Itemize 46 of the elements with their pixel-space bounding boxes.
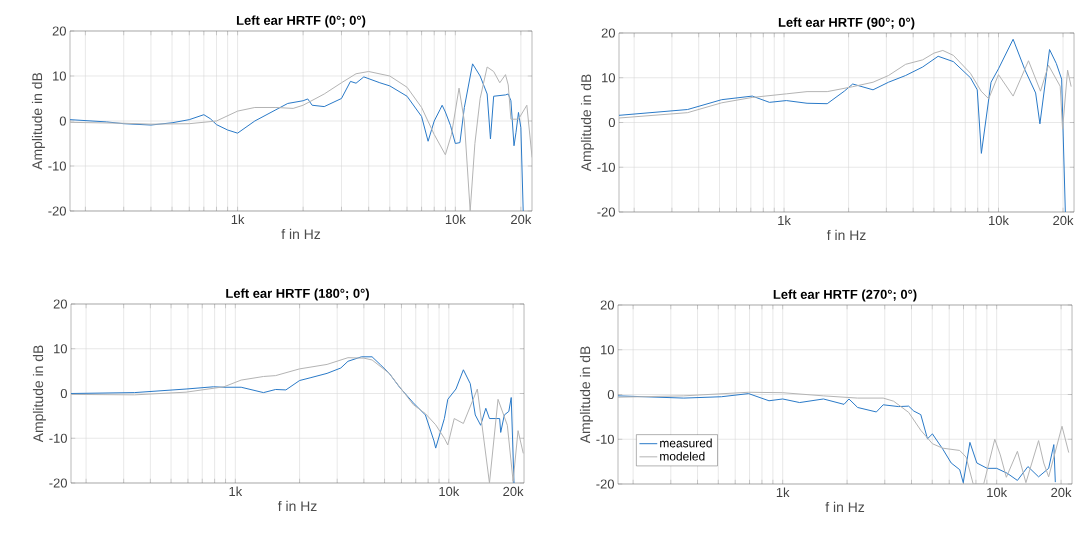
x-tick-label: 20k [1053,215,1074,226]
x-tick-label: 1k [776,487,790,497]
x-tick-label: 10k [445,214,466,225]
y-tick-label: -10 [48,161,66,171]
y-tick-label: 0 [60,388,67,399]
y-tick-label: -20 [596,479,614,489]
y-tick-label: -10 [49,433,67,443]
y-tick-label: 0 [59,116,66,126]
x-tick-label: 20k [511,214,532,225]
x-tick-label: 10k [989,215,1009,226]
x-axis-title: f in Hz [281,228,321,239]
y-axis-title: Amplitude in dB [31,72,45,170]
y-tick-label: 0 [608,117,615,128]
x-axis-title: f in Hz [825,501,865,512]
x-tick-label: 1k [778,215,791,225]
y-tick-label: 10 [54,344,67,354]
x-tick-label: 1k [229,486,243,496]
y-tick-label: 20 [601,28,615,38]
y-tick-label: 0 [607,389,614,400]
y-axis-title: Amplitude in dB [32,345,46,443]
x-axis-title: f in Hz [826,229,866,240]
y-tick-label: -20 [48,206,66,216]
chart-title: Left ear HRTF (90°; 0°) [778,17,915,30]
y-tick-label: 20 [600,300,614,310]
y-tick-label: -10 [596,434,614,444]
y-tick-label: 20 [53,299,67,309]
x-tick-label: 20k [1051,487,1072,498]
legend-label: measured [660,438,712,448]
chart-title: Left ear HRTF (180°; 0°) [226,288,369,301]
x-tick-label: 1k [231,214,245,224]
legend-label: modeled [660,451,705,461]
chart-title: Left ear HRTF (270°; 0°) [773,289,917,302]
y-tick-label: 10 [602,73,615,83]
y-axis-title: Amplitude in dB [580,74,594,172]
y-tick-label: 10 [601,345,614,355]
y-tick-label: -20 [597,207,615,217]
y-tick-label: -10 [597,162,615,172]
y-tick-label: -20 [49,478,67,488]
y-axis-title: Amplitude in dB [579,346,593,444]
x-tick-label: 10k [987,487,1008,498]
y-tick-label: 20 [52,26,66,36]
x-tick-label: 20k [503,486,524,497]
y-tick-label: 10 [53,71,66,81]
x-tick-label: 10k [439,486,460,497]
x-axis-title: f in Hz [277,500,317,511]
chart-title: Left ear HRTF (0°; 0°) [236,15,366,28]
